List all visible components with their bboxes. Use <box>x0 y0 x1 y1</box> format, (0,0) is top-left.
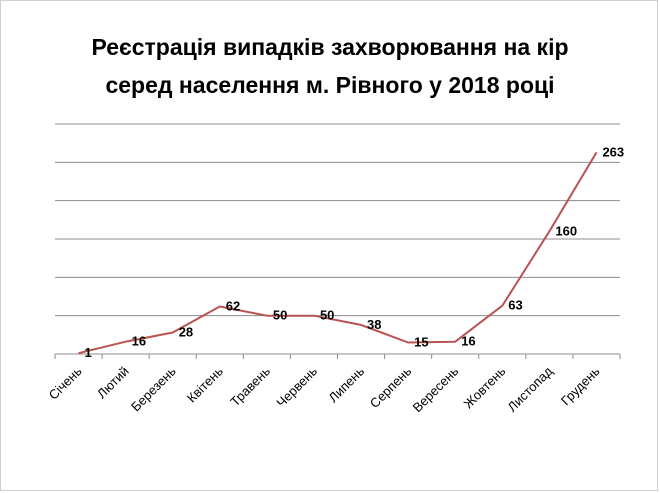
x-tick-label-12: Грудень <box>558 363 603 408</box>
data-label-1: 1 <box>85 345 92 360</box>
x-tick-label-6: Червень <box>273 363 320 410</box>
x-tick-label-11: Листопад <box>504 363 555 414</box>
data-label-6: 50 <box>320 308 334 323</box>
data-label-4: 62 <box>226 298 240 313</box>
x-tick-label-2: Лютий <box>94 364 132 402</box>
data-label-3: 28 <box>179 325 193 340</box>
data-label-12: 263 <box>602 144 624 159</box>
data-label-7: 38 <box>367 317 381 332</box>
data-label-11: 160 <box>555 223 577 238</box>
series-line-group <box>78 151 598 355</box>
x-tick-label-3: Березень <box>128 363 179 414</box>
chart-title-line-1: Реєстрація випадків захворювання на кір <box>91 34 569 60</box>
series-line <box>78 151 598 355</box>
x-tick-label-7: Липень <box>325 363 367 405</box>
x-axis <box>54 353 621 359</box>
x-tick-label-4: Квітень <box>184 363 226 405</box>
x-tick-label-8: Серпень <box>367 363 415 411</box>
data-label-9: 16 <box>461 334 475 349</box>
data-labels: 1 16 28 62 50 50 38 15 16 63 160 263 <box>85 144 625 360</box>
gridlines <box>55 123 620 317</box>
x-tick-label-1: Січень <box>46 363 85 402</box>
chart-title: Реєстрація випадків захворювання на кір … <box>0 28 660 104</box>
data-label-8: 15 <box>414 335 428 350</box>
data-label-2: 16 <box>132 334 146 349</box>
data-label-5: 50 <box>273 308 287 323</box>
chart-title-line-2: серед населення м. Рівного у 2018 році <box>105 72 555 98</box>
x-tick-label-9: Вересень <box>410 363 462 415</box>
x-tick-label-5: Травень <box>227 363 273 409</box>
data-label-10: 63 <box>508 298 522 313</box>
x-tick-label-10: Жовтень <box>461 363 509 411</box>
